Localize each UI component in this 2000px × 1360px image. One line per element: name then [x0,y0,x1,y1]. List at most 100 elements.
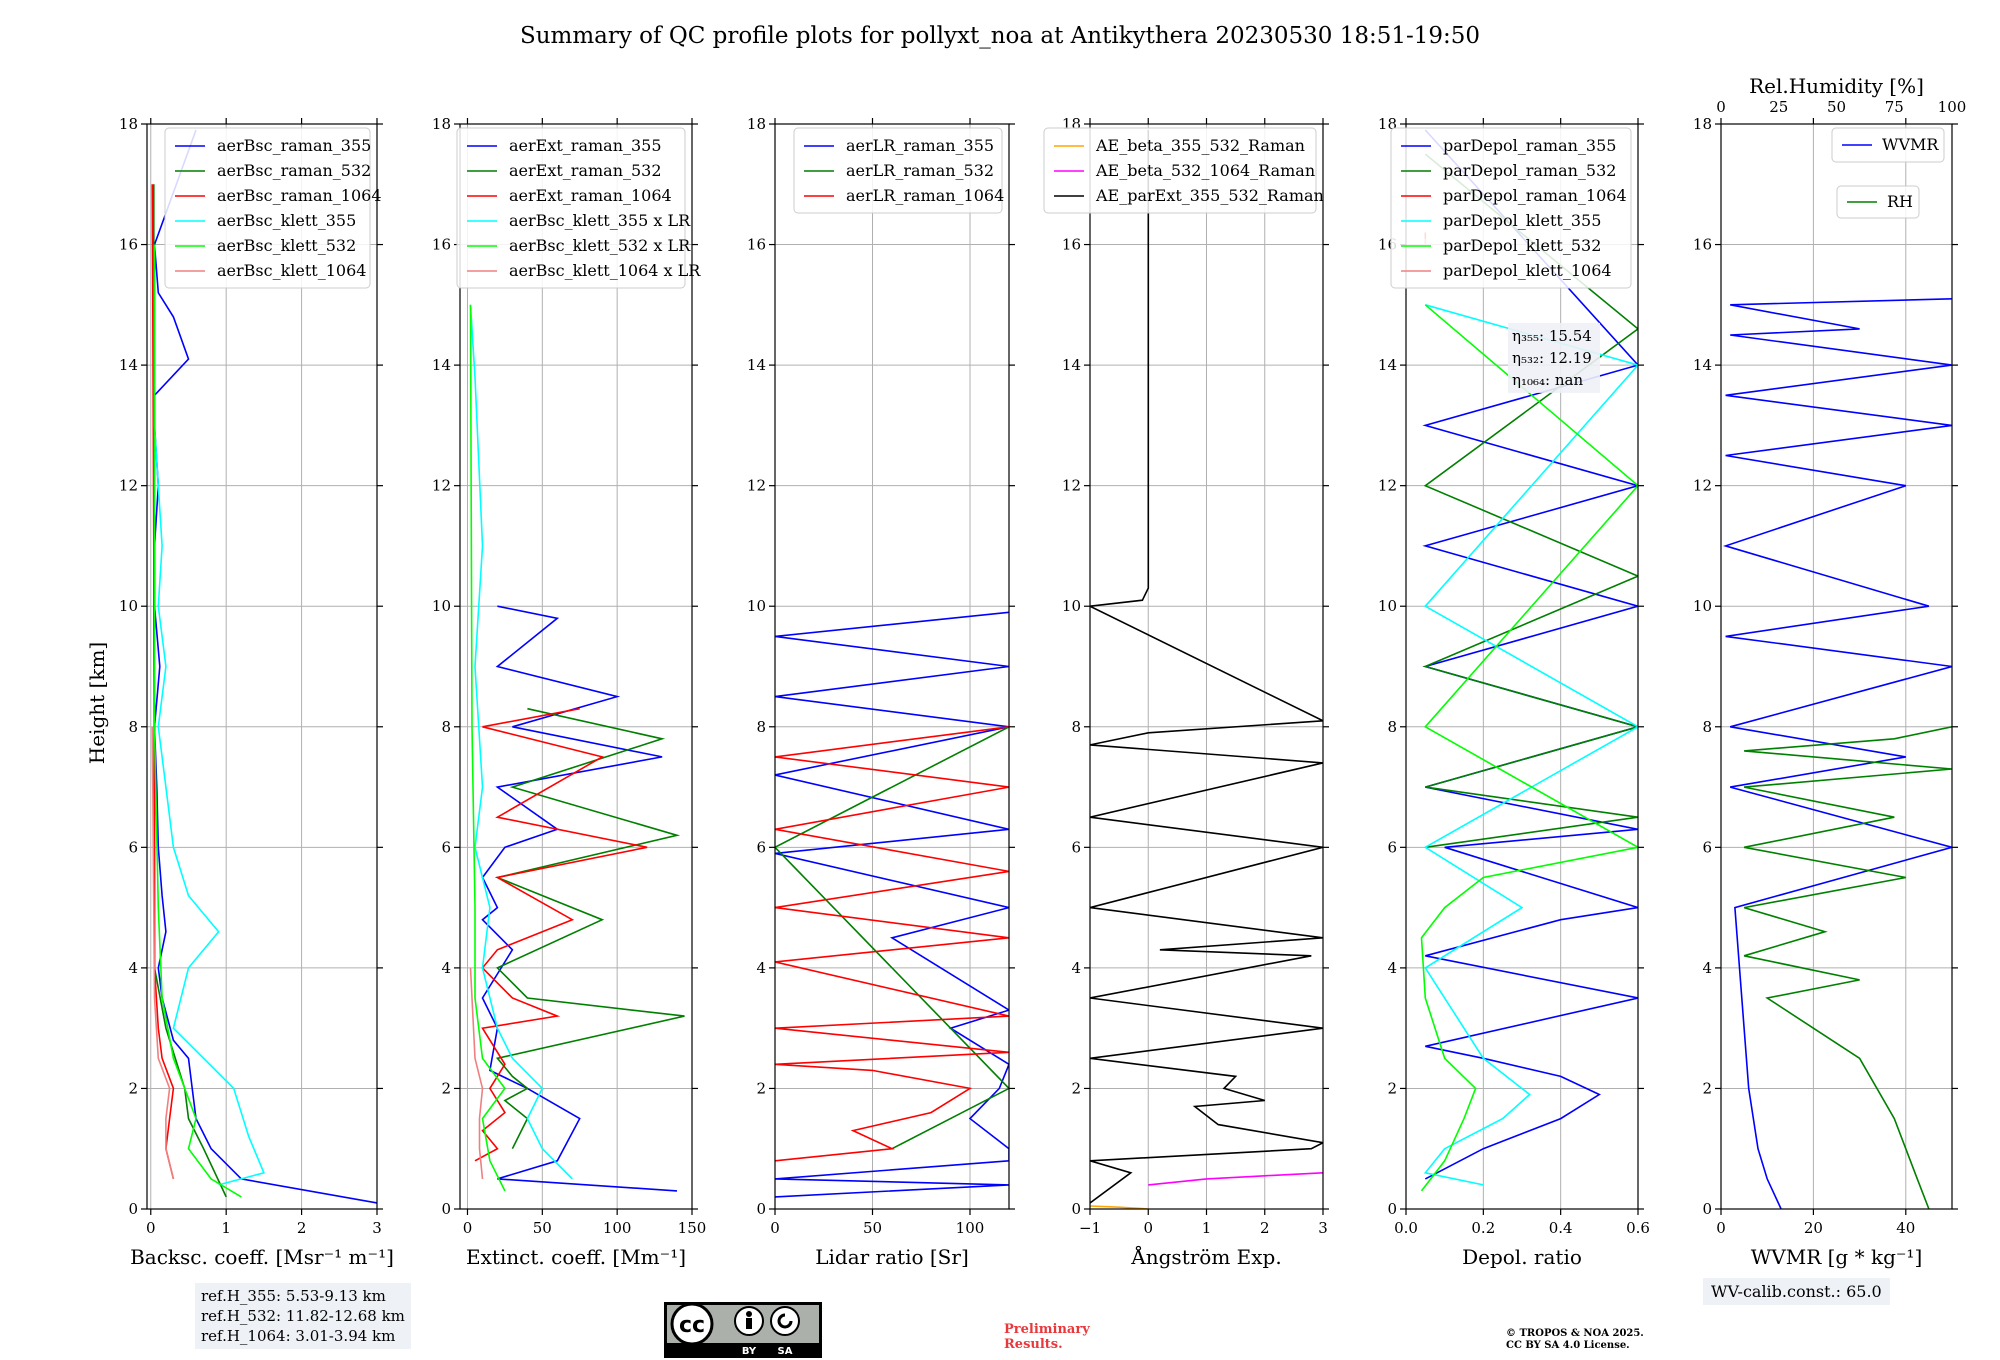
cc-by-label: BY [742,1346,757,1357]
copyright-line-1: © TROPOS & NOA 2025. [1506,1328,1644,1339]
panel-3: 0 2 4 6 8 10 12 14 16 18 0 50 100 Lidar ratio [Sr] aer… [747,115,1015,1269]
y-tick-label: 2 [128,1079,138,1097]
y-tick-label: 4 [128,959,138,977]
cc-sa-label: SA [778,1346,793,1357]
y-tick-label: 0 [441,1200,451,1218]
y-tick-label: 12 [1693,477,1712,495]
legend-box [1390,127,1632,289]
copyright-line-2: CC BY SA 4.0 License. [1506,1340,1630,1351]
by-person-body-icon [746,1318,752,1329]
reference-heights-box: ref.H_355: 5.53-9.13 km ref.H_532: 11.82… [195,1283,411,1349]
x-tick-label: −1 [1079,1219,1101,1237]
legend-box [456,127,686,289]
ref-height-355: ref.H_355: 5.53-9.13 km [201,1287,386,1305]
legend-label: parDepol_klett_532 [1443,236,1601,255]
x-tick-label: 0 [1716,1219,1726,1237]
y-tick-label: 12 [747,477,766,495]
y-tick-label: 8 [1387,718,1397,736]
y-tick-label: 0 [1702,1200,1712,1218]
x-tick-label: 2 [1260,1219,1270,1237]
y-tick-label: 8 [756,718,766,736]
y-tick-label: 12 [119,477,138,495]
x-tick-label: 50 [533,1219,552,1237]
y-tick-label: 2 [756,1079,766,1097]
legend-label: aerBsc_raman_355 [217,136,371,155]
legend: AE_beta_355_532_Raman AE_beta_532_1064_Ra… [1043,127,1324,214]
series-line-aerBsc_klett_355 x LR [469,304,573,1180]
x-tick-label: 0.4 [1549,1219,1573,1237]
by-person-head-icon [746,1311,752,1317]
ref-height-532: ref.H_532: 11.82-12.68 km [201,1307,405,1325]
legend: WVMR RH [1831,127,1945,219]
x-tick-label: 3 [1318,1219,1328,1237]
y-tick-label: 2 [1071,1079,1081,1097]
y-tick-label: 10 [1062,597,1081,615]
x-axis-label: Ångström Exp. [1130,1244,1281,1269]
legend: parDepol_raman_355 parDepol_raman_532 parD… [1390,127,1632,289]
series-line-aerBsc_klett_532 [153,244,242,1198]
legend-box [1836,185,1920,219]
cc-letters: cc [679,1313,705,1338]
y-tick-label: 8 [1702,718,1712,736]
y-tick-label: 4 [441,959,451,977]
legend-box [164,127,371,289]
sa-arrow-icon [777,1313,793,1329]
x-tick-label: 0 [770,1219,780,1237]
series-line-aerBsc_klett_355 [153,244,265,1186]
series-line-aerBsc_klett_532 x LR [469,304,506,1192]
series-line-aerBsc_raman_1064 [151,184,175,1180]
cc-by-sa-logo: cc BY SA [664,1302,822,1358]
series-line-aerExt_raman_355 [481,605,678,1192]
ref-height-1064: ref.H_1064: 3.01-3.94 km [201,1327,396,1345]
y-tick-label: 18 [1693,115,1712,133]
y-tick-label: 14 [1693,356,1712,374]
y-tick-label: 14 [1378,356,1397,374]
series-line-RH [1743,726,1952,1209]
legend-label: aerBsc_klett_355 [217,211,356,230]
series-line-aerLR_raman_355 [775,611,1009,1198]
plot-frame [459,123,693,1210]
legend-label: aerBsc_klett_355 x LR [509,211,691,230]
legend-box [793,127,1003,214]
y-tick-label: 18 [119,115,138,133]
x-tick-label: 100 [603,1219,632,1237]
x-tick-label: 20 [1804,1219,1823,1237]
y-tick-label: 6 [1702,838,1712,856]
series-line-aerLR_raman_1064 [775,726,1009,1162]
y-tick-label: 14 [1062,356,1081,374]
series-line-aerBsc_klett_1064 x LR [469,967,484,1179]
figure-title: Summary of QC profile plots for pollyxt_… [520,23,1480,49]
eta-annotation-line: η₃₅₅: 15.54 [1512,327,1592,345]
y-tick-label: 6 [128,838,138,856]
series-line-parDepol_klett_355 [1423,304,1638,1186]
legend-label: aerBsc_klett_532 x LR [509,236,691,255]
legend-label: parDepol_klett_1064 [1443,261,1612,280]
y-tick-label: 8 [441,718,451,736]
y-tick-label: 0 [128,1200,138,1218]
x-tick-label: 0.2 [1471,1219,1495,1237]
x-tick-label: 1 [221,1219,231,1237]
series-line-WVMR [1722,298,1952,1209]
legend-label: aerBsc_klett_1064 [217,261,366,280]
legend-label: aerBsc_raman_532 [217,161,371,180]
y-tick-label: 10 [119,597,138,615]
legend-label: aerLR_raman_532 [846,161,994,180]
y-tick-label: 16 [747,236,766,254]
x-tick-label: 40 [1896,1219,1915,1237]
plot-frame [774,123,1010,1210]
x-tick-label: 1 [1202,1219,1212,1237]
legend-label: WVMR [1882,135,1939,154]
series-line-aerBsc_raman_355 [153,129,377,1204]
y-tick-label: 4 [1702,959,1712,977]
y-tick-label: 10 [432,597,451,615]
legend-label: aerExt_raman_1064 [509,186,672,205]
y-tick-label: 2 [441,1079,451,1097]
legend-label: parDepol_raman_355 [1443,136,1616,155]
legend-label: parDepol_klett_355 [1443,211,1601,230]
y-tick-label: 2 [1702,1079,1712,1097]
legend-label: aerExt_raman_532 [509,161,662,180]
eta-annotation-line: η₁₀₆₄: nan [1512,371,1583,389]
sa-share-icon [770,1306,800,1336]
